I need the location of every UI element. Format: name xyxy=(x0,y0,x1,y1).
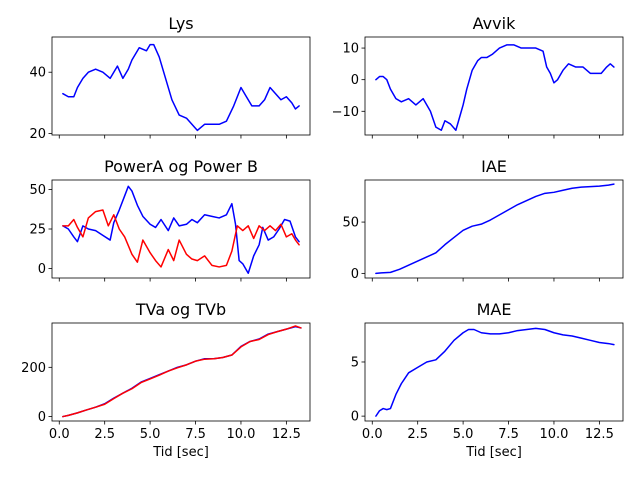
panel-title: MAE xyxy=(477,300,512,319)
x-axis-label: Tid [sec] xyxy=(465,445,522,460)
panel-title: Lys xyxy=(168,14,193,33)
y-tick-label: 0 xyxy=(351,267,359,282)
chart-panel-6: 0.0 2.5 5.0 7.5 10.0 12.5 0 5 MAE Tid [sec] xyxy=(351,300,624,460)
panel-title: PowerA og Power B xyxy=(104,157,258,176)
y-tick-label: 0 xyxy=(38,262,46,277)
chart-panel-3: 0 25 50 PowerA og Power B xyxy=(29,157,311,282)
y-tick-label: 0 xyxy=(38,410,46,425)
x-tick-label: 2.5 xyxy=(407,427,428,442)
series-line-1 xyxy=(375,327,615,417)
y-tick-label: −10 xyxy=(332,105,359,120)
y-tick-label: 200 xyxy=(21,361,46,376)
axes-frame xyxy=(364,322,624,422)
y-tick-label: 40 xyxy=(29,66,46,81)
x-tick-label: 10.0 xyxy=(539,427,568,442)
series-line-2 xyxy=(62,325,302,418)
x-tick-label: 5.0 xyxy=(140,427,161,442)
y-tick-label: 0 xyxy=(351,410,359,425)
y-tick-label: 25 xyxy=(29,223,46,238)
series-line-1 xyxy=(62,325,302,418)
x-tick-label: 7.5 xyxy=(498,427,519,442)
axes-frame xyxy=(364,179,624,279)
series-line-1 xyxy=(62,185,300,275)
x-tick-label: 2.5 xyxy=(94,427,115,442)
axes-frame xyxy=(51,36,311,136)
series-line-2 xyxy=(62,209,300,268)
x-tick-label: 12.5 xyxy=(272,427,301,442)
y-tick-label: 10 xyxy=(342,42,359,57)
axes-frame xyxy=(364,36,624,136)
x-tick-label: 0.0 xyxy=(362,427,383,442)
x-axis-label: Tid [sec] xyxy=(152,445,209,460)
series-line-1 xyxy=(375,183,615,275)
x-tick-label: 7.5 xyxy=(185,427,206,442)
x-tick-label: 5.0 xyxy=(453,427,474,442)
y-tick-label: 50 xyxy=(342,216,359,231)
y-tick-label: 5 xyxy=(351,355,359,370)
chart-panel-2: −10 0 10 Avvik xyxy=(332,14,624,139)
panel-title: Avvik xyxy=(473,14,516,33)
series-line-1 xyxy=(62,43,300,132)
x-tick-label: 12.5 xyxy=(585,427,614,442)
chart-panel-5: 0.0 2.5 5.0 7.5 10.0 12.5 0 200 TVa og TVb Tid [s… xyxy=(21,300,311,460)
panel-title: IAE xyxy=(481,157,507,176)
y-tick-label: 50 xyxy=(29,183,46,198)
y-tick-label: 20 xyxy=(29,127,46,142)
series-line-1 xyxy=(375,44,615,132)
x-tick-label: 10.0 xyxy=(226,427,255,442)
chart-panel-1: 20 40 Lys xyxy=(29,14,311,142)
x-tick-label: 0.0 xyxy=(49,427,70,442)
y-tick-label: 0 xyxy=(351,73,359,88)
axes-frame xyxy=(51,322,311,422)
chart-panel-4: 0 50 IAE xyxy=(342,157,624,282)
panel-title: TVa og TVb xyxy=(135,300,226,319)
